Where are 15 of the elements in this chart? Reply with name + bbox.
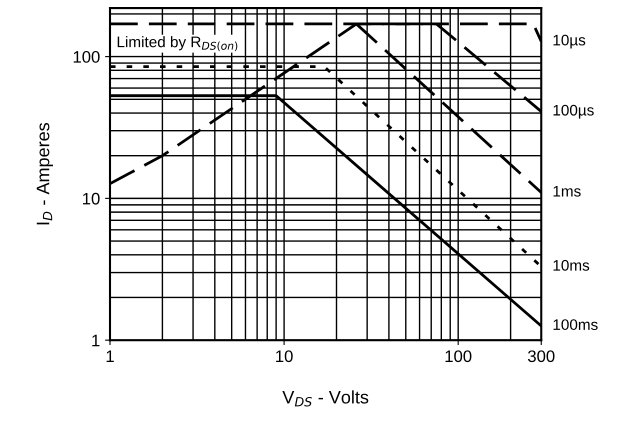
x-tick-label: 300 — [528, 350, 555, 362]
series-label: 100µs — [554, 104, 594, 119]
series-label: 100ms — [554, 319, 598, 330]
y-tick-label: 1 — [92, 334, 100, 346]
y-tick-label: 10 — [83, 192, 100, 205]
annotation: Limited by R$_{DS(on)}$ — [118, 36, 238, 52]
x-axis-title: V$_{DS}$ - Volts — [282, 390, 368, 407]
series-label: 1ms — [554, 186, 581, 197]
x-tick-label: 100 — [446, 350, 472, 362]
y-tick-label: 100 — [74, 51, 100, 63]
x-tick-label: 10 — [276, 350, 293, 362]
series-label: 10ms — [554, 260, 590, 271]
y-axis-title: I$_{D}$ - Amperes — [36, 122, 53, 224]
series-label: 10µs — [554, 34, 586, 49]
x-tick-label: 1 — [106, 350, 114, 362]
